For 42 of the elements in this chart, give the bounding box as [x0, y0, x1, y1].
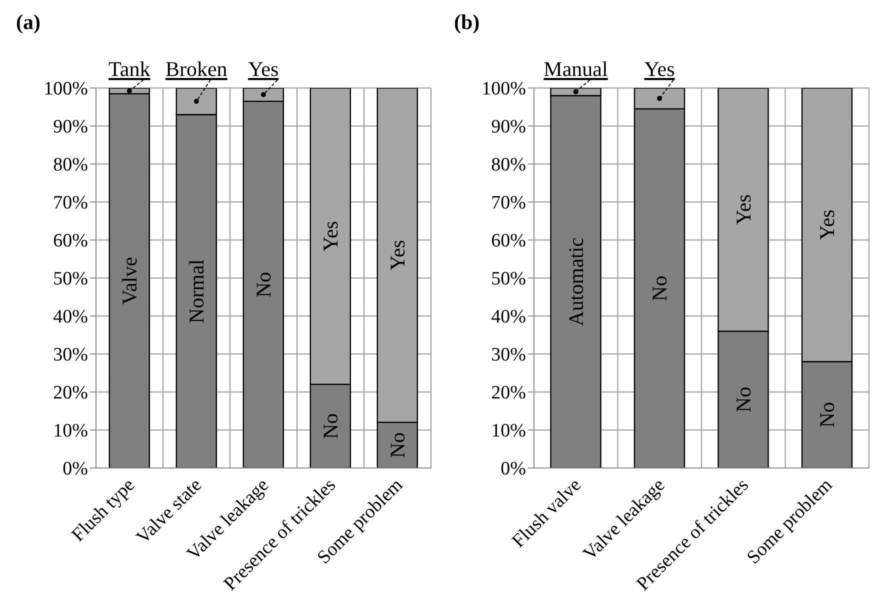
- y-tick-label: 80%: [491, 154, 526, 176]
- y-tick-label: 10%: [53, 420, 88, 442]
- data-label: Manual: [544, 57, 608, 81]
- y-tick-label: 90%: [491, 116, 526, 138]
- y-tick-label: 70%: [53, 192, 88, 214]
- data-label: Yes: [318, 220, 342, 252]
- data-label: No: [318, 413, 342, 440]
- y-tick-label: 40%: [53, 306, 88, 328]
- y-tick-label: 30%: [491, 344, 526, 366]
- y-tick-label: 50%: [491, 268, 526, 290]
- data-label: No: [251, 272, 276, 298]
- y-tick-label: 70%: [491, 192, 526, 214]
- chart-title: (b): [454, 10, 480, 35]
- data-label: No: [648, 276, 672, 302]
- y-tick-label: 50%: [53, 268, 88, 290]
- data-label: Normal: [184, 259, 208, 324]
- data-label: No: [385, 432, 410, 458]
- data-label: Automatic: [564, 237, 588, 326]
- data-label: No: [815, 402, 839, 428]
- y-tick-label: 20%: [491, 382, 526, 404]
- y-tick-label: 0%: [500, 458, 526, 480]
- data-label: Valve: [117, 256, 142, 305]
- data-label: Yes: [248, 57, 279, 81]
- y-tick-label: 60%: [53, 230, 88, 252]
- y-tick-label: 40%: [491, 306, 526, 328]
- y-tick-label: 90%: [53, 116, 88, 138]
- data-label: Tank: [108, 57, 151, 81]
- chart-title: (a): [16, 10, 40, 35]
- data-label: Broken: [165, 57, 228, 81]
- y-tick-label: 30%: [53, 344, 88, 366]
- y-tick-label: 10%: [491, 420, 526, 442]
- data-label: Yes: [815, 210, 839, 240]
- data-label: Yes: [385, 240, 410, 270]
- y-tick-label: 0%: [62, 458, 88, 480]
- y-tick-label: 100%: [482, 78, 526, 100]
- data-label: No: [731, 386, 756, 412]
- data-label: Yes: [644, 57, 675, 81]
- y-tick-label: 100%: [44, 78, 88, 100]
- y-tick-label: 60%: [491, 230, 526, 252]
- y-tick-label: 20%: [53, 382, 88, 404]
- data-label: Yes: [731, 194, 756, 225]
- y-tick-label: 80%: [53, 154, 88, 176]
